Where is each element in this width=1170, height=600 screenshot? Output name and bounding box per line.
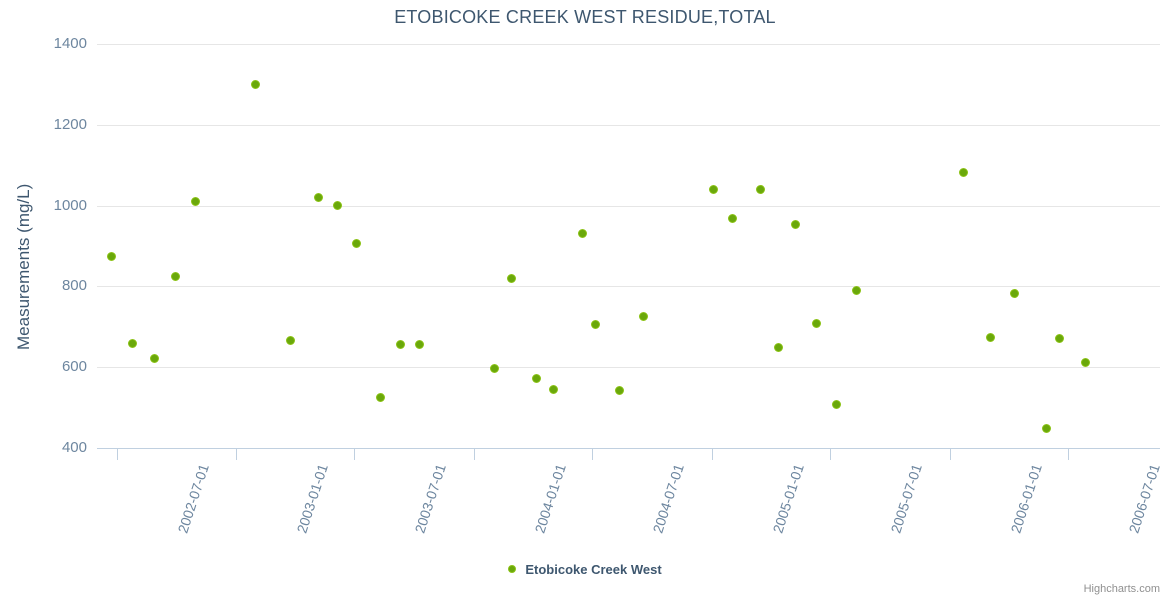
data-point[interactable] [1080,358,1090,368]
chart-title: ETOBICOKE CREEK WEST RESIDUE,TOTAL [394,7,776,27]
data-point[interactable] [250,79,260,89]
legend-marker-icon [508,564,517,573]
x-axis-tick-label: 2005-07-01 [887,462,925,536]
data-point[interactable] [790,220,800,230]
data-point[interactable] [107,252,117,262]
data-point[interactable] [170,271,180,281]
data-point[interactable] [591,320,601,330]
data-point[interactable] [708,184,718,194]
data-point[interactable] [958,167,968,177]
x-axis-tick-mark [712,449,713,460]
data-point[interactable] [1009,289,1019,299]
y-axis-tick-label: 800 [61,277,87,295]
x-axis-tick-label: 2005-01-01 [769,462,807,536]
x-axis-tick-label: 2003-01-01 [293,462,332,536]
y-axis-tick-label: 1400 [53,35,87,52]
x-axis-tick-mark [474,449,475,460]
x-axis-tick-label: 2004-01-01 [531,462,569,536]
data-point[interactable] [1054,334,1064,344]
data-point[interactable] [615,386,625,396]
x-axis-tick-label: 2006-01-01 [1007,462,1045,536]
x-axis-tick-mark [117,449,118,460]
y-axis-tick-label: 600 [61,358,87,376]
gridline [97,286,1160,287]
plot-area [97,44,1160,448]
y-axis-tick-label: 1200 [53,115,87,133]
data-point[interactable] [811,319,821,329]
x-axis-tick-label: 2002-07-01 [174,462,212,536]
data-point[interactable] [313,192,323,202]
data-point[interactable] [128,339,138,349]
data-point[interactable] [395,340,405,350]
data-point[interactable] [774,342,784,352]
data-point[interactable] [986,333,996,343]
data-point[interactable] [639,311,649,321]
data-point[interactable] [1042,424,1052,434]
credits-link[interactable]: Highcharts.com [1083,583,1160,595]
chart-legend: Etobicoke Creek West [0,561,1170,577]
data-point[interactable] [285,335,295,345]
gridline [97,206,1160,207]
x-axis-tick-mark [592,449,593,460]
x-axis-tick-label: 2006-07-01 [1125,462,1163,536]
y-axis-tick-label: 400 [61,439,87,456]
x-axis-tick-mark [950,449,951,460]
x-axis-tick-label: 2004-07-01 [649,462,688,536]
data-point[interactable] [376,393,386,403]
gridline [97,44,1160,45]
data-point[interactable] [490,364,500,374]
data-point[interactable] [191,197,201,207]
data-point[interactable] [831,400,841,410]
data-point[interactable] [755,184,765,194]
data-point[interactable] [352,239,362,249]
data-point[interactable] [548,384,558,394]
gridline [97,125,1160,126]
data-point[interactable] [149,353,159,363]
gridline [97,367,1160,368]
x-axis-line [97,448,1160,449]
legend-item-etobicoke-creek-west[interactable]: Etobicoke Creek West [508,561,662,578]
y-axis-tick-label: 1000 [53,196,87,214]
data-point[interactable] [415,340,425,350]
x-axis-tick-mark [1068,449,1069,460]
data-point[interactable] [333,201,343,211]
data-point[interactable] [531,374,541,384]
legend-item-label: Etobicoke Creek West [525,562,662,578]
x-axis-tick-mark [236,449,237,460]
x-axis-tick-mark [830,449,831,460]
data-point[interactable] [578,229,588,239]
x-axis-tick-mark [354,449,355,460]
data-point[interactable] [727,214,737,224]
data-point[interactable] [507,273,517,283]
data-point[interactable] [852,286,862,296]
x-axis-tick-label: 2003-07-01 [411,462,449,536]
